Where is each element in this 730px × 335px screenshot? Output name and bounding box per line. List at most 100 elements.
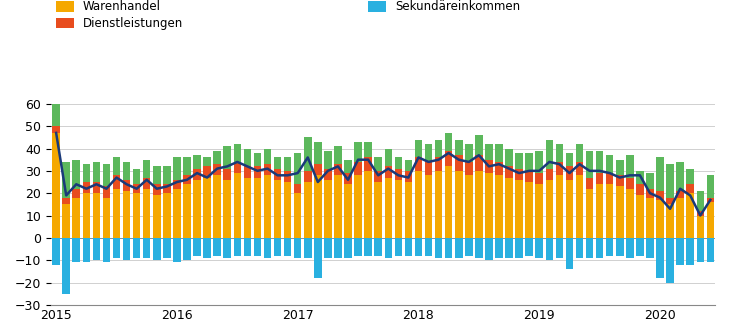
Bar <box>435 171 442 238</box>
Bar <box>616 160 623 175</box>
Bar <box>596 173 604 184</box>
Bar <box>616 175 623 187</box>
Bar <box>646 173 654 189</box>
Bar <box>133 184 140 193</box>
Bar <box>213 175 221 238</box>
Bar <box>677 191 684 198</box>
Bar <box>345 184 352 238</box>
Bar <box>244 178 251 238</box>
Bar <box>334 238 342 258</box>
Bar <box>495 175 503 238</box>
Bar <box>213 238 221 256</box>
Bar <box>364 238 372 256</box>
Bar <box>364 142 372 157</box>
Bar <box>234 144 241 162</box>
Bar <box>112 157 120 175</box>
Bar <box>304 137 312 171</box>
Bar <box>475 135 483 155</box>
Bar <box>72 238 80 262</box>
Bar <box>193 169 201 180</box>
Bar <box>696 238 704 262</box>
Bar <box>234 162 241 173</box>
Bar <box>183 184 191 238</box>
Bar <box>385 148 392 166</box>
Bar <box>204 238 211 258</box>
Bar <box>666 204 674 238</box>
Bar <box>505 238 513 258</box>
Bar <box>556 144 563 162</box>
Bar <box>304 238 312 258</box>
Bar <box>354 238 362 256</box>
Bar <box>566 180 573 238</box>
Bar <box>666 238 674 282</box>
Bar <box>505 178 513 238</box>
Bar <box>445 151 453 166</box>
Bar <box>63 238 70 294</box>
Bar <box>143 238 150 258</box>
Bar <box>596 184 604 238</box>
Bar <box>173 157 181 180</box>
Bar <box>82 238 90 262</box>
Bar <box>374 157 382 171</box>
Bar <box>556 162 563 175</box>
Bar <box>223 180 231 238</box>
Bar <box>656 191 664 200</box>
Bar <box>93 162 100 182</box>
Bar <box>495 144 503 162</box>
Bar <box>686 193 694 238</box>
Bar <box>364 157 372 171</box>
Bar <box>374 238 382 256</box>
Bar <box>425 175 432 238</box>
Bar <box>545 140 553 169</box>
Bar <box>82 164 90 182</box>
Bar <box>324 238 331 258</box>
Bar <box>153 238 161 260</box>
Bar <box>253 178 261 238</box>
Bar <box>53 126 60 133</box>
Bar <box>636 238 644 256</box>
Bar <box>204 166 211 178</box>
Bar <box>606 184 613 238</box>
Bar <box>415 157 422 171</box>
Bar <box>556 175 563 238</box>
Bar <box>465 175 472 238</box>
Bar <box>223 238 231 258</box>
Bar <box>435 238 442 258</box>
Bar <box>505 148 513 166</box>
Bar <box>324 180 331 238</box>
Bar <box>204 157 211 166</box>
Bar <box>304 182 312 238</box>
Bar <box>545 238 553 260</box>
Bar <box>314 175 322 238</box>
Bar <box>656 200 664 238</box>
Bar <box>274 169 281 180</box>
Bar <box>455 140 463 155</box>
Bar <box>475 155 483 171</box>
Bar <box>364 171 372 238</box>
Bar <box>264 164 272 175</box>
Bar <box>354 142 362 162</box>
Bar <box>345 160 352 173</box>
Bar <box>425 238 432 256</box>
Bar <box>183 157 191 175</box>
Bar <box>455 238 463 258</box>
Bar <box>646 238 654 258</box>
Bar <box>596 151 604 173</box>
Bar <box>223 169 231 180</box>
Bar <box>616 238 623 256</box>
Bar <box>324 169 331 180</box>
Bar <box>72 160 80 189</box>
Bar <box>314 238 322 278</box>
Bar <box>334 175 342 238</box>
Bar <box>616 187 623 238</box>
Bar <box>707 202 714 238</box>
Bar <box>526 182 533 238</box>
Bar <box>193 180 201 238</box>
Bar <box>143 178 150 189</box>
Bar <box>112 175 120 189</box>
Bar <box>495 238 503 258</box>
Bar <box>585 238 593 258</box>
Legend: Primäreinkommen, Sekundäreinkommen: Primäreinkommen, Sekundäreinkommen <box>364 0 525 18</box>
Bar <box>656 157 664 191</box>
Bar <box>404 171 412 182</box>
